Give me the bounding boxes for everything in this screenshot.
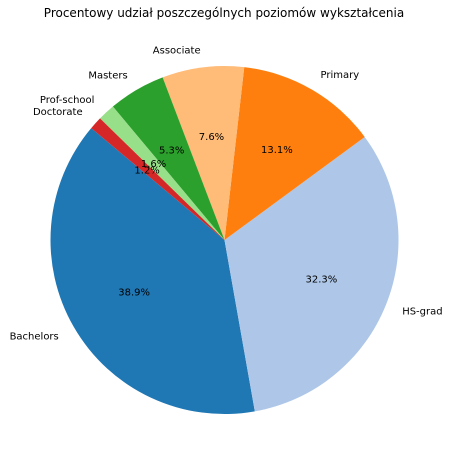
slice-percent-masters: 5.3% bbox=[159, 145, 184, 156]
pie-slice-primary bbox=[224, 67, 365, 240]
slice-percent-primary: 13.1% bbox=[261, 145, 293, 156]
labels-layer: Bachelors 38.9% HS-grad 32.3% Primary 13.1% As… bbox=[10, 46, 443, 343]
slice-percent-bachelors: 38.9% bbox=[118, 288, 150, 299]
slice-label-associate: Associate bbox=[153, 46, 201, 57]
pie-slice-masters bbox=[112, 77, 225, 240]
chart-title: Procentowy udział poszczególnych poziomó… bbox=[44, 6, 404, 20]
pie-slice-associate bbox=[162, 66, 245, 241]
pie-slice-doctorate bbox=[91, 118, 225, 240]
slice-label-doctorate: Doctorate bbox=[33, 107, 83, 118]
slice-label-primary: Primary bbox=[320, 70, 359, 81]
pie-slice-hs-grad bbox=[224, 136, 399, 412]
slice-label-bachelors: Bachelors bbox=[10, 331, 59, 342]
pie-slice-prof-school bbox=[100, 106, 225, 240]
slice-percent-hs-grad: 32.3% bbox=[306, 274, 338, 285]
slice-label-masters: Masters bbox=[88, 70, 127, 81]
slice-percent-associate: 7.6% bbox=[199, 132, 224, 143]
slice-label-hs-grad: HS-grad bbox=[402, 307, 442, 318]
slices-layer bbox=[50, 66, 399, 415]
slice-percent-prof-school: 1.6% bbox=[141, 159, 166, 170]
slice-label-prof-school: Prof-school bbox=[40, 95, 95, 106]
pie-slice-bachelors bbox=[50, 128, 255, 415]
slice-percent-doctorate: 1.2% bbox=[134, 165, 159, 176]
